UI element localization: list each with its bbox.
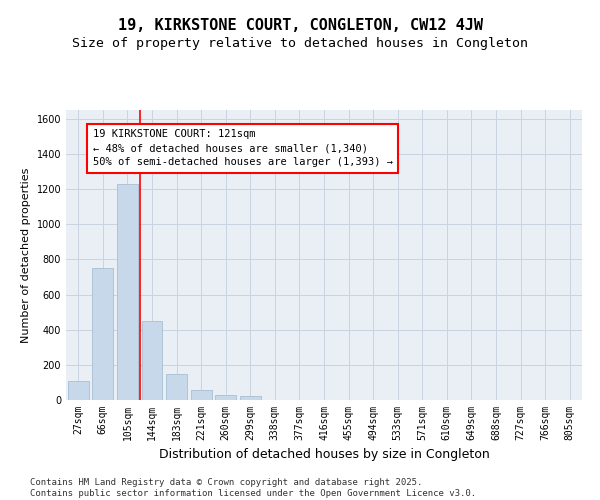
Text: 19 KIRKSTONE COURT: 121sqm
← 48% of detached houses are smaller (1,340)
50% of s: 19 KIRKSTONE COURT: 121sqm ← 48% of deta…	[92, 130, 392, 168]
Bar	[117, 184, 138, 400]
Bar	[92, 268, 113, 400]
X-axis label: Distribution of detached houses by size in Congleton: Distribution of detached houses by size …	[158, 448, 490, 462]
Text: Contains HM Land Registry data © Crown copyright and database right 2025.
Contai: Contains HM Land Registry data © Crown c…	[30, 478, 476, 498]
Bar	[166, 374, 187, 400]
Text: Size of property relative to detached houses in Congleton: Size of property relative to detached ho…	[72, 38, 528, 51]
Bar	[240, 396, 261, 400]
Text: 19, KIRKSTONE COURT, CONGLETON, CW12 4JW: 19, KIRKSTONE COURT, CONGLETON, CW12 4JW	[118, 18, 482, 32]
Bar	[215, 394, 236, 400]
Y-axis label: Number of detached properties: Number of detached properties	[21, 168, 31, 342]
Bar	[142, 321, 163, 400]
Bar	[68, 380, 89, 400]
Bar	[191, 390, 212, 400]
